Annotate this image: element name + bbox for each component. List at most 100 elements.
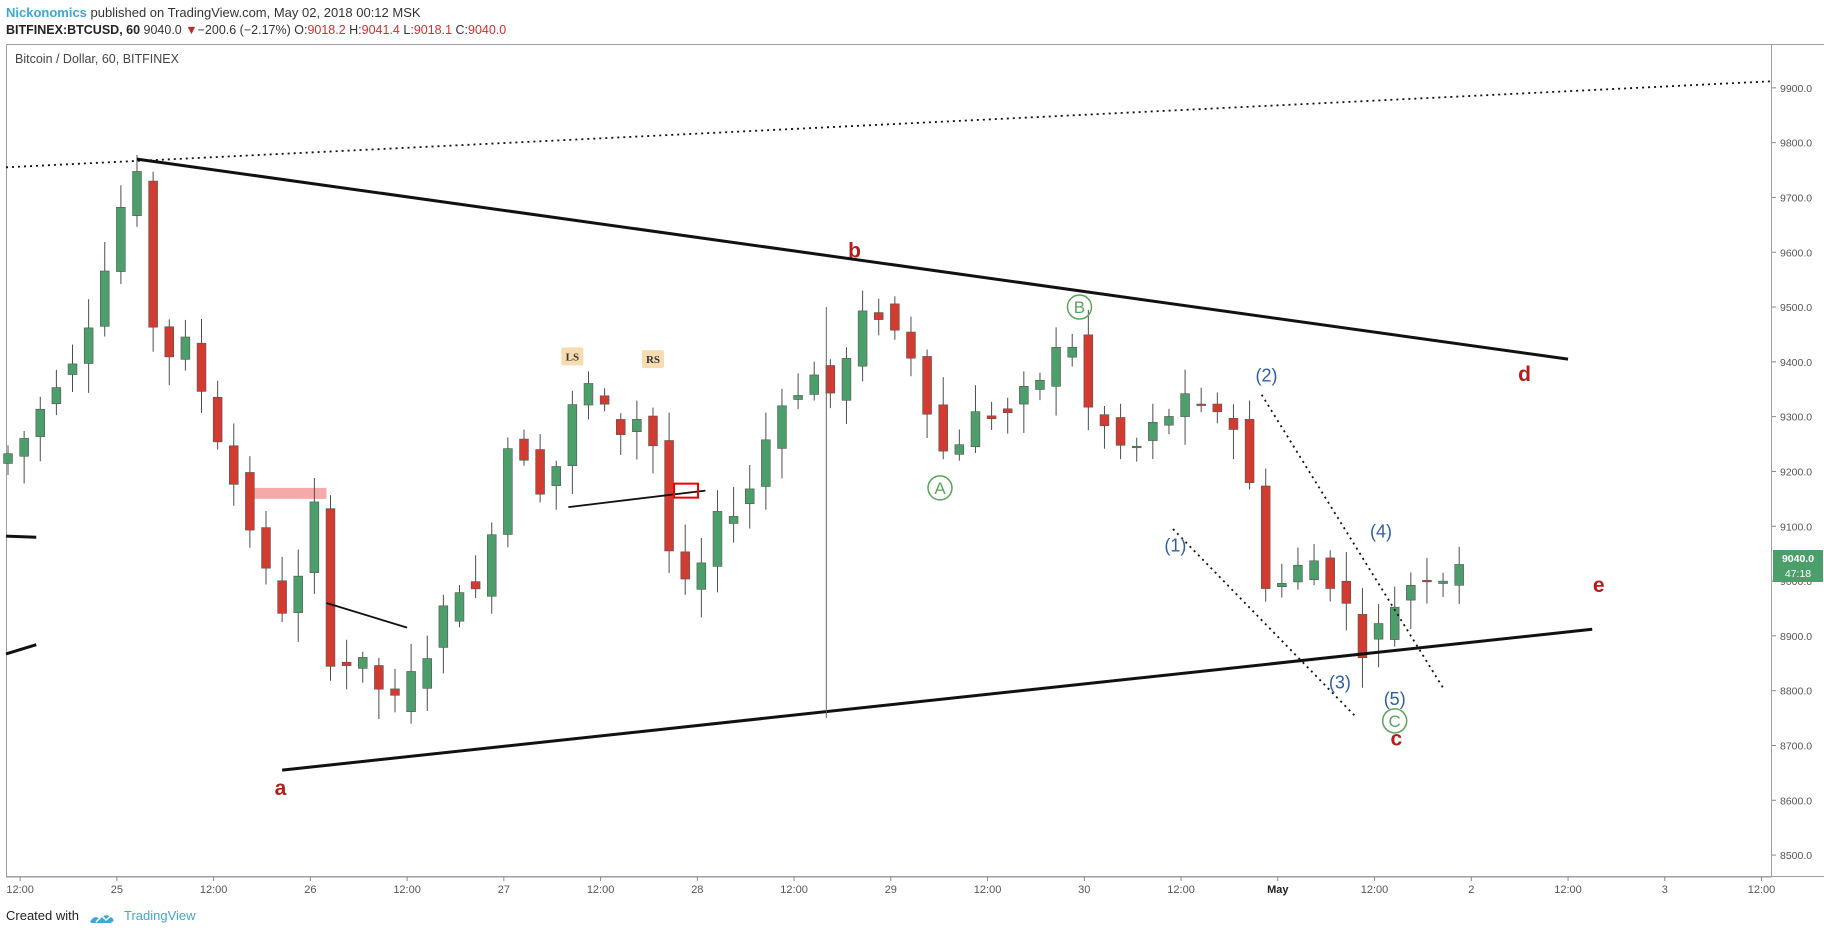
- neckline-break-box: [673, 482, 700, 499]
- candle-up: [1277, 583, 1287, 588]
- footer: Created with TradingView: [0, 904, 1824, 934]
- x-tick-label: 12:00: [393, 884, 421, 896]
- wave-label-B-circle: [1066, 294, 1093, 320]
- candle-up: [1164, 416, 1174, 426]
- candle-up: [83, 327, 94, 364]
- candle-up: [841, 358, 852, 401]
- candle-up: [487, 534, 497, 597]
- change-arrow-icon: ▼: [185, 23, 198, 37]
- created-with-label: Created with: [6, 908, 79, 923]
- candle-down: [648, 415, 658, 447]
- wave-label-1: (1): [1164, 535, 1186, 555]
- candle-up: [1373, 623, 1384, 640]
- tradingview-link[interactable]: TradingView: [124, 908, 196, 923]
- high-label: H:: [349, 23, 362, 37]
- x-tick-label: 27: [498, 884, 510, 896]
- high-value: 9041.4: [361, 23, 400, 37]
- candles: [3, 154, 1464, 724]
- candle-down: [196, 342, 207, 392]
- candle-down: [1196, 403, 1206, 406]
- x-tick-label: 12:00: [780, 884, 808, 896]
- wave-label-4: (4): [1370, 522, 1392, 542]
- candle-down: [229, 445, 239, 485]
- candle-up: [777, 405, 787, 449]
- y-tick-label: 8800.0: [1780, 686, 1812, 698]
- candle-down: [1083, 334, 1094, 408]
- wave-label-a: a: [275, 777, 287, 800]
- candle-up: [712, 511, 723, 567]
- candle-down: [986, 415, 997, 420]
- candle-down: [519, 438, 529, 461]
- y-tick-label: 9500.0: [1780, 302, 1812, 314]
- x-tick-label: 3: [1662, 884, 1668, 896]
- candle-down: [825, 365, 836, 394]
- candle-down: [261, 527, 271, 569]
- candle-up: [632, 419, 642, 432]
- y-tick-label: 9900.0: [1780, 83, 1812, 95]
- triangle-upper: [136, 157, 1569, 361]
- candle-down: [890, 303, 900, 331]
- candle-up: [793, 395, 803, 400]
- candle-down: [341, 661, 352, 666]
- candle-up: [551, 466, 561, 486]
- wave-label-RS: RS: [646, 354, 660, 366]
- x-tick-label: 12:00: [587, 884, 615, 896]
- candle-up: [761, 439, 771, 487]
- candle-down: [1357, 614, 1368, 659]
- x-tick-label: 12:00: [6, 884, 34, 896]
- wave-label-C: C: [1389, 712, 1401, 731]
- price-tags: 9040.0 47:18: [1773, 550, 1823, 582]
- candle-up: [503, 448, 513, 535]
- candle-down: [1341, 580, 1352, 604]
- wave-label-LS: LS: [566, 351, 579, 363]
- candle-up: [19, 438, 29, 457]
- candle-up: [809, 374, 819, 395]
- candle-down: [1115, 417, 1126, 446]
- candle-up: [696, 562, 707, 590]
- candle-down: [390, 688, 400, 696]
- price-chart[interactable]: 8500.08600.08700.08800.08900.09000.09100…: [0, 0, 1824, 904]
- price-change: −200.6 (−2.17%): [197, 23, 291, 37]
- wave-label-A-circle: [927, 475, 953, 501]
- candle-down: [615, 419, 626, 435]
- candle-up: [309, 501, 320, 573]
- candle-up: [1148, 421, 1158, 441]
- countdown-tag: 47:18: [1785, 568, 1811, 580]
- author-link[interactable]: Nickonomics: [6, 5, 87, 20]
- candle-down: [922, 356, 932, 415]
- candle-down: [325, 508, 336, 667]
- wave-label-B: B: [1074, 298, 1085, 317]
- wave-label-A: A: [934, 479, 946, 498]
- trendlines: [5, 80, 1773, 772]
- tradingview-logo-icon[interactable]: [88, 910, 118, 926]
- candle-up: [1131, 445, 1142, 449]
- x-tick-label: 12:00: [1554, 884, 1582, 896]
- chart-legend-title: Bitcoin / Dollar, 60, BITFINEX: [15, 52, 179, 66]
- open-value: 9018.2: [307, 23, 346, 37]
- ohlc-line: BITFINEX:BTCUSD, 60 9040.0 ▼−200.6 (−2.1…: [6, 21, 506, 39]
- candle-up: [454, 592, 465, 622]
- candle-down: [1228, 417, 1239, 430]
- candle-down: [938, 404, 948, 452]
- y-tick-label: 9100.0: [1780, 521, 1812, 533]
- candle-down: [599, 395, 610, 405]
- candle-up: [116, 207, 126, 272]
- open-label: O:: [294, 23, 308, 37]
- candle-up: [293, 575, 303, 613]
- left-stub-lower: [5, 643, 37, 656]
- x-tick-label: 12:00: [1361, 884, 1389, 896]
- published-text: published on TradingView.com, May 02, 20…: [86, 5, 421, 20]
- candle-up: [744, 488, 755, 505]
- low-label: L:: [403, 23, 414, 37]
- price-axis[interactable]: [1772, 44, 1824, 877]
- neckline: [568, 489, 706, 508]
- candle-up: [132, 171, 142, 216]
- candle-up: [857, 310, 868, 367]
- candle-down: [680, 551, 690, 580]
- close-value: 9040.0: [468, 23, 507, 37]
- candle-down: [1099, 414, 1110, 427]
- candle-down: [212, 396, 223, 443]
- x-tick-label: 12:00: [1167, 884, 1195, 896]
- candle-up: [406, 671, 416, 712]
- chart-header: Nickonomics published on TradingView.com…: [0, 0, 1824, 44]
